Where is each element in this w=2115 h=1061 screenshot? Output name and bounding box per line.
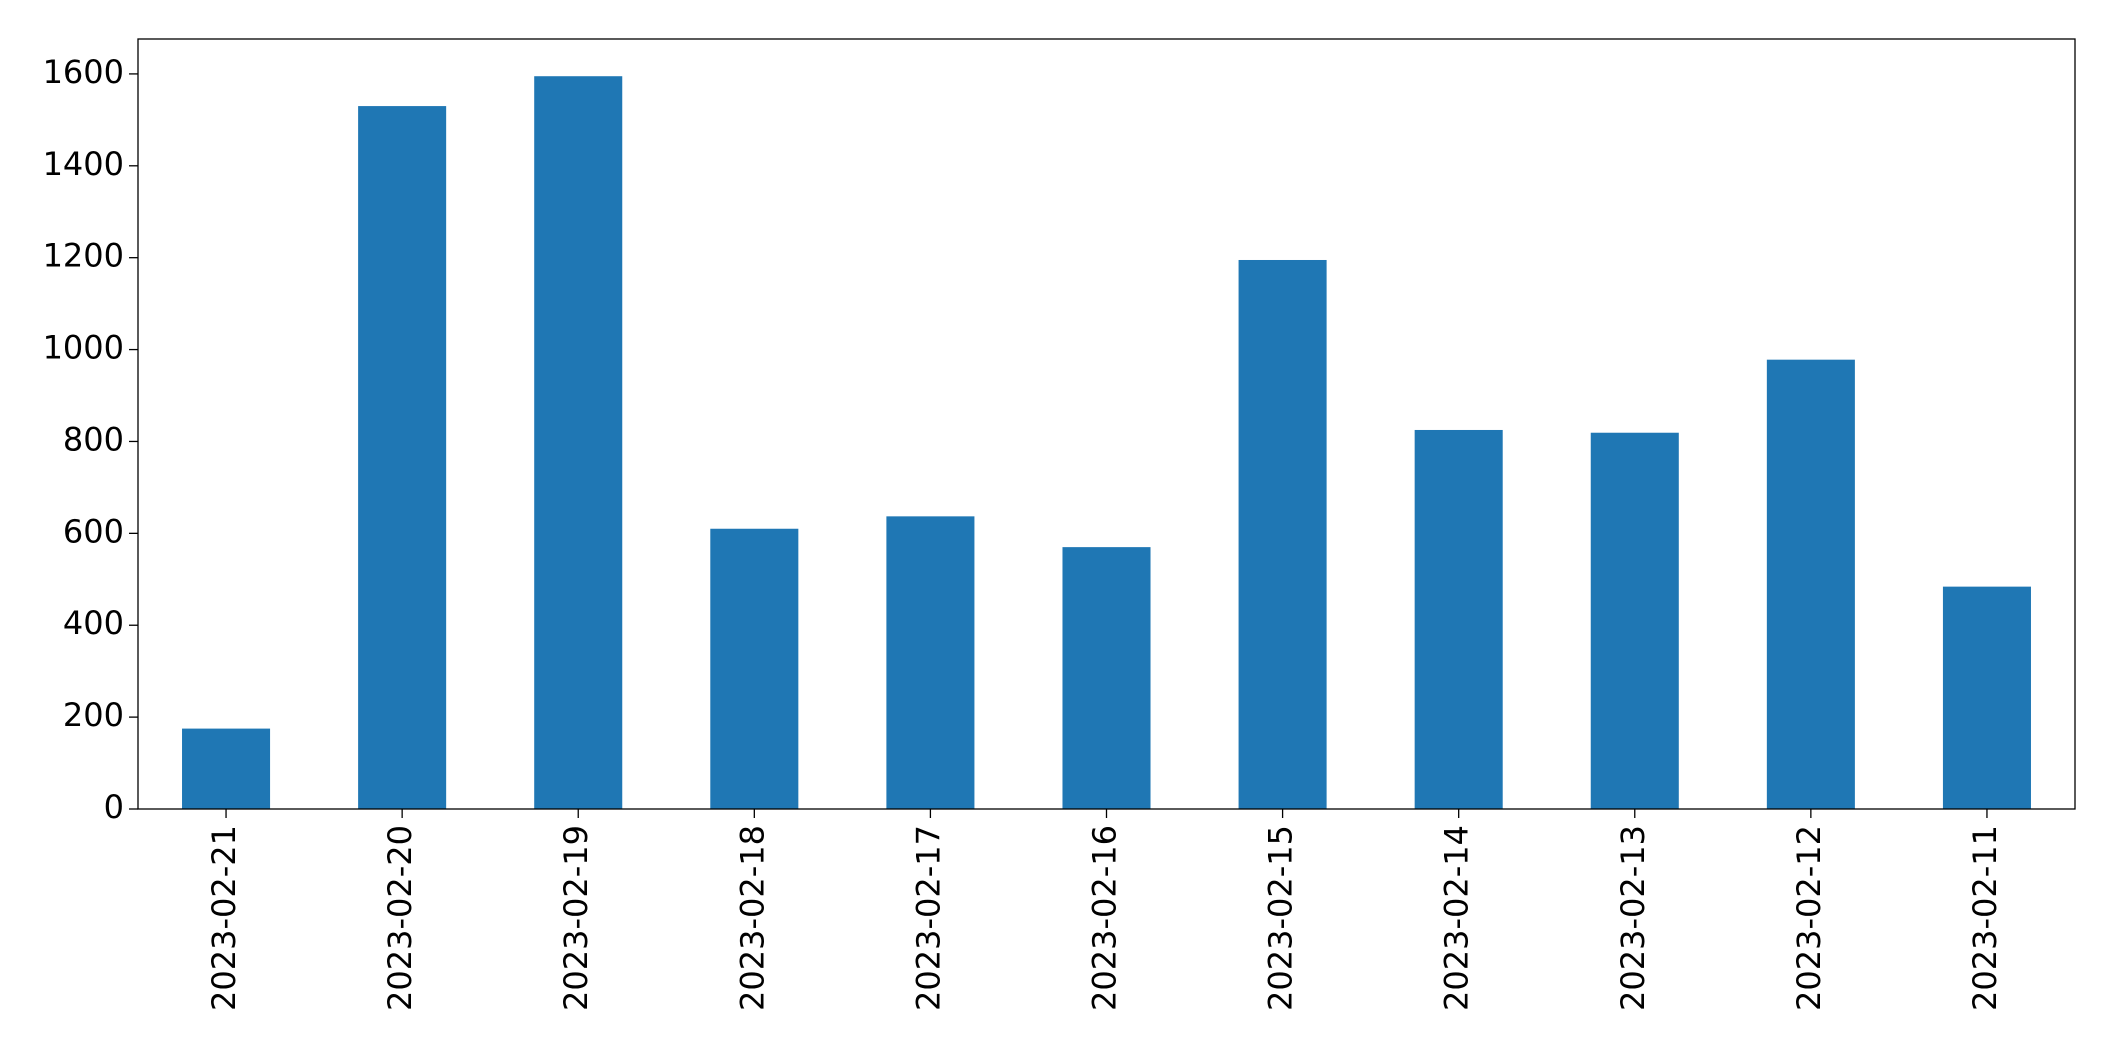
x-tick-label: 2023-02-13 xyxy=(1614,825,1652,1011)
x-tick-label: 2023-02-18 xyxy=(733,825,771,1011)
y-tick-label: 0 xyxy=(104,788,124,826)
y-tick-label: 1000 xyxy=(43,329,124,367)
bar xyxy=(1590,432,1679,809)
bar xyxy=(182,728,271,809)
y-tick-label: 200 xyxy=(63,696,124,734)
y-tick-label: 400 xyxy=(63,604,124,642)
bar xyxy=(534,76,623,809)
bar xyxy=(1766,359,1855,809)
x-tick-label: 2023-02-12 xyxy=(1790,825,1828,1011)
bar xyxy=(1942,586,2031,809)
y-tick-label: 800 xyxy=(63,420,124,458)
x-tick-label: 2023-02-16 xyxy=(1086,825,1124,1011)
x-tick-label: 2023-02-21 xyxy=(205,825,243,1011)
bar xyxy=(358,106,447,810)
y-tick-label: 1400 xyxy=(43,145,124,183)
x-tick-label: 2023-02-17 xyxy=(909,825,947,1011)
y-tick-label: 1200 xyxy=(43,237,124,275)
x-tick-label: 2023-02-20 xyxy=(381,825,419,1011)
x-tick-label: 2023-02-14 xyxy=(1438,825,1476,1011)
bar xyxy=(1414,429,1503,809)
bar xyxy=(1062,547,1151,809)
y-tick-label: 1600 xyxy=(43,53,124,91)
x-tick-label: 2023-02-11 xyxy=(1966,825,2004,1011)
bar xyxy=(710,528,799,809)
bar xyxy=(1238,259,1327,809)
x-tick-label: 2023-02-19 xyxy=(557,825,595,1011)
y-tick-label: 600 xyxy=(63,512,124,550)
x-tick-label: 2023-02-15 xyxy=(1262,825,1300,1011)
bar xyxy=(886,516,975,809)
